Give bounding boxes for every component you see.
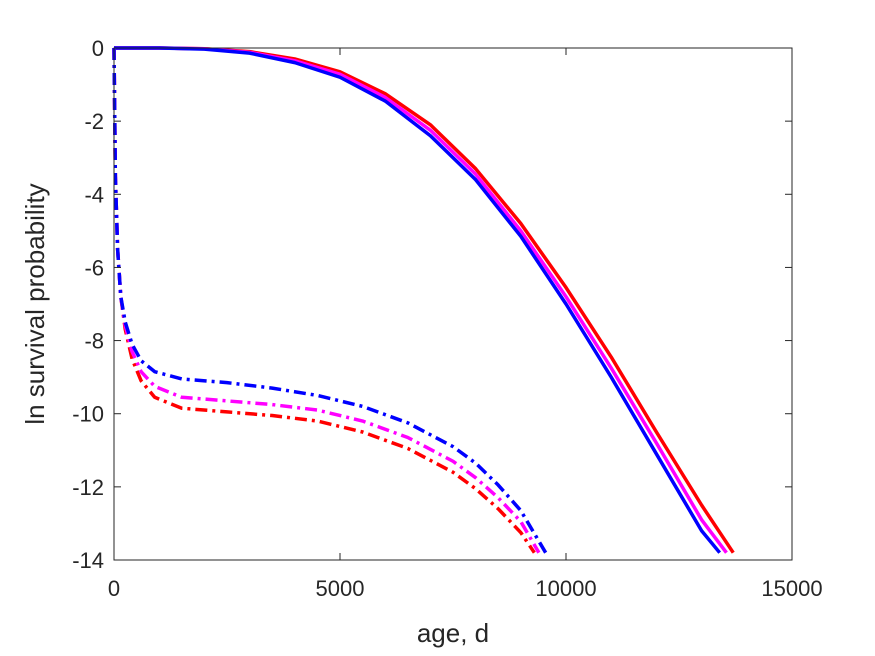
series-line-2 xyxy=(114,46,728,554)
y-axis-label: ln survival probability xyxy=(20,183,50,424)
x-tick-label: 5000 xyxy=(316,576,365,601)
plot-frame xyxy=(113,47,793,561)
ticks-layer: 0 5000 10000 15000 0 -2 -4 -6 -8 -10 -12 -14 xyxy=(72,36,822,601)
y-tick-label: -10 xyxy=(72,402,104,427)
x-tick-label: 0 xyxy=(108,576,120,601)
y-tick-label: 0 xyxy=(92,36,104,61)
y-tick-label: -4 xyxy=(84,182,104,207)
x-tick-label: 15000 xyxy=(761,576,822,601)
y-tick-label: -2 xyxy=(84,109,104,134)
x-axis-label: age, d xyxy=(417,618,489,648)
series-line-5 xyxy=(112,47,541,554)
x-tick-label: 10000 xyxy=(535,576,596,601)
series-line-4 xyxy=(112,47,536,554)
y-tick-label: -6 xyxy=(84,255,104,280)
series-line-6 xyxy=(112,47,548,554)
series-layer xyxy=(112,46,735,554)
series-line-3 xyxy=(114,46,722,554)
y-tick-label: -8 xyxy=(84,329,104,354)
y-tick-label: -14 xyxy=(72,548,104,573)
y-tick-label: -12 xyxy=(72,475,104,500)
